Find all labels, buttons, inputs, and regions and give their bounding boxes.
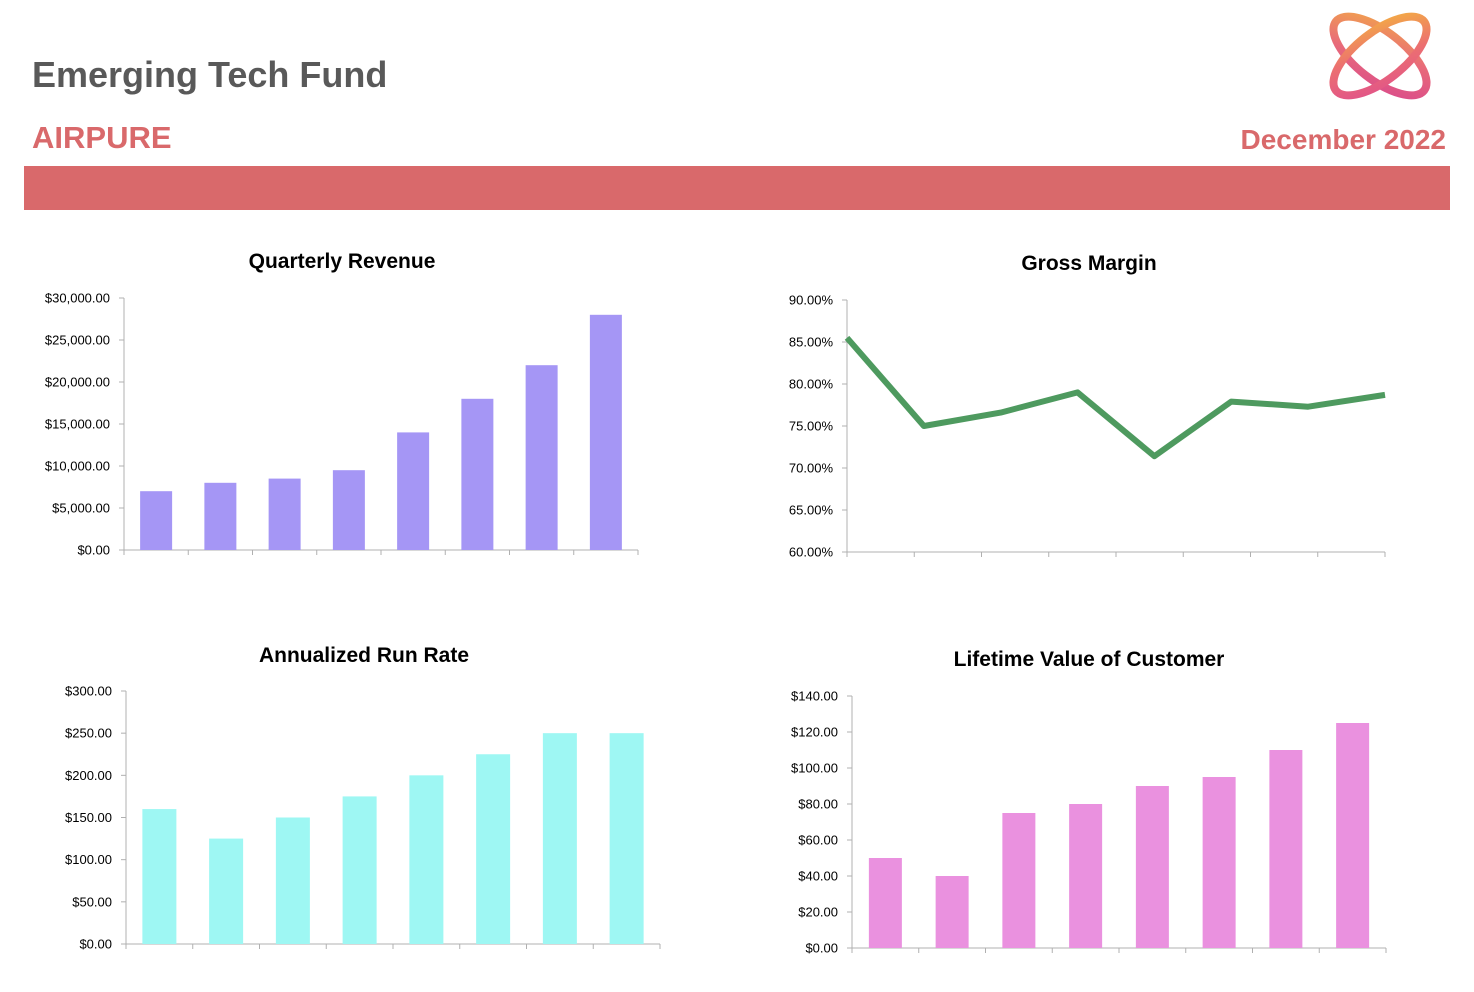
gross-margin-y-tick-label: 90.00%: [789, 293, 834, 308]
quarterly-revenue-chart: Quarterly Revenue $0.00 $5,000.00 $10,000.0…: [45, 250, 639, 558]
annualized-run-rate-y-tick-label: $50.00: [72, 894, 112, 909]
lifetime-value-y-tick-label: $100.00: [791, 761, 838, 776]
orbit-logo-icon: [1329, 12, 1431, 100]
quarterly-revenue-y-tick-label: $15,000.00: [45, 417, 110, 432]
annualized-run-rate-bar: [142, 809, 177, 944]
annualized-run-rate-bar: [542, 733, 577, 944]
lifetime-value-y-tick-label: $20.00: [798, 905, 838, 920]
gross-margin-y-tick-label: 80.00%: [789, 377, 834, 392]
annualized-run-rate-y-tick-label: $150.00: [65, 810, 112, 825]
quarterly-revenue-y-tick-label: $10,000.00: [45, 459, 110, 474]
annualized-run-rate-bar: [275, 817, 310, 944]
lifetime-value-y-tick-label: $60.00: [798, 833, 838, 848]
quarterly-revenue-y-tick-label: $5,000.00: [52, 501, 110, 516]
gross-margin-y-tick-label: 60.00%: [789, 545, 834, 560]
annualized-run-rate-y-tick-label: $200.00: [65, 768, 112, 783]
lifetime-value-chart: Lifetime Value of Customer $0.00 $20.00 $40…: [791, 648, 1387, 956]
gross-margin-y-tick-label: 85.00%: [789, 335, 834, 350]
quarterly-revenue-bar: [461, 398, 494, 550]
quarterly-revenue-y-tick-label: $20,000.00: [45, 375, 110, 390]
lifetime-value-bar: [935, 876, 969, 948]
report-period: December 2022: [1240, 124, 1446, 155]
quarterly-revenue-title: Quarterly Revenue: [249, 250, 436, 273]
quarterly-revenue-bar: [268, 478, 301, 550]
annualized-run-rate-y-tick-label: $250.00: [65, 726, 112, 741]
annualized-run-rate-title: Annualized Run Rate: [259, 644, 469, 667]
annualized-run-rate-y-tick-label: $100.00: [65, 852, 112, 867]
annualized-run-rate-bar: [476, 754, 511, 944]
lifetime-value-bar: [1135, 786, 1169, 948]
quarterly-revenue-y-tick-label: $30,000.00: [45, 291, 110, 306]
quarterly-revenue-bar: [397, 432, 430, 550]
lifetime-value-y-tick-label: $140.00: [791, 689, 838, 704]
annualized-run-rate-bar: [209, 838, 244, 944]
quarterly-revenue-bar: [525, 365, 558, 550]
header-band: [24, 166, 1450, 210]
annualized-run-rate-chart: Annualized Run Rate $0.00 $50.00 $100.00 $15…: [65, 644, 661, 952]
gross-margin-y-tick-label: 65.00%: [789, 503, 834, 518]
lifetime-value-title: Lifetime Value of Customer: [954, 648, 1225, 671]
quarterly-revenue-y-tick-label: $0.00: [77, 543, 110, 558]
lifetime-value-y-tick-label: $80.00: [798, 797, 838, 812]
lifetime-value-bar: [1269, 750, 1303, 948]
quarterly-revenue-bar: [589, 314, 622, 550]
annualized-run-rate-bar: [342, 796, 377, 944]
company-name: AIRPURE: [32, 120, 172, 155]
gross-margin-chart: Gross Margin 60.00% 65.00% 70.00% 75.00% 80.0…: [789, 252, 1386, 560]
lifetime-value-bar: [1002, 813, 1036, 948]
fund-title: Emerging Tech Fund: [32, 54, 388, 95]
annualized-run-rate-bar: [609, 733, 644, 944]
lifetime-value-y-tick-label: $40.00: [798, 869, 838, 884]
gross-margin-series-line: [844, 335, 1386, 460]
annualized-run-rate-bar: [409, 775, 444, 944]
lifetime-value-bar: [1069, 804, 1103, 948]
quarterly-revenue-bar: [140, 491, 173, 550]
quarterly-revenue-y-tick-label: $25,000.00: [45, 333, 110, 348]
gross-margin-y-tick-label: 70.00%: [789, 461, 834, 476]
quarterly-revenue-bar: [204, 482, 237, 550]
lifetime-value-bar: [1336, 723, 1370, 948]
gross-margin-y-tick-label: 75.00%: [789, 419, 834, 434]
quarterly-revenue-bar: [332, 470, 365, 550]
lifetime-value-y-tick-label: $0.00: [805, 941, 838, 956]
lifetime-value-bar: [868, 858, 902, 948]
lifetime-value-y-tick-label: $120.00: [791, 725, 838, 740]
gross-margin-title: Gross Margin: [1021, 252, 1156, 275]
annualized-run-rate-y-tick-label: $300.00: [65, 684, 112, 699]
annualized-run-rate-y-tick-label: $0.00: [79, 937, 112, 952]
lifetime-value-bar: [1202, 777, 1236, 948]
